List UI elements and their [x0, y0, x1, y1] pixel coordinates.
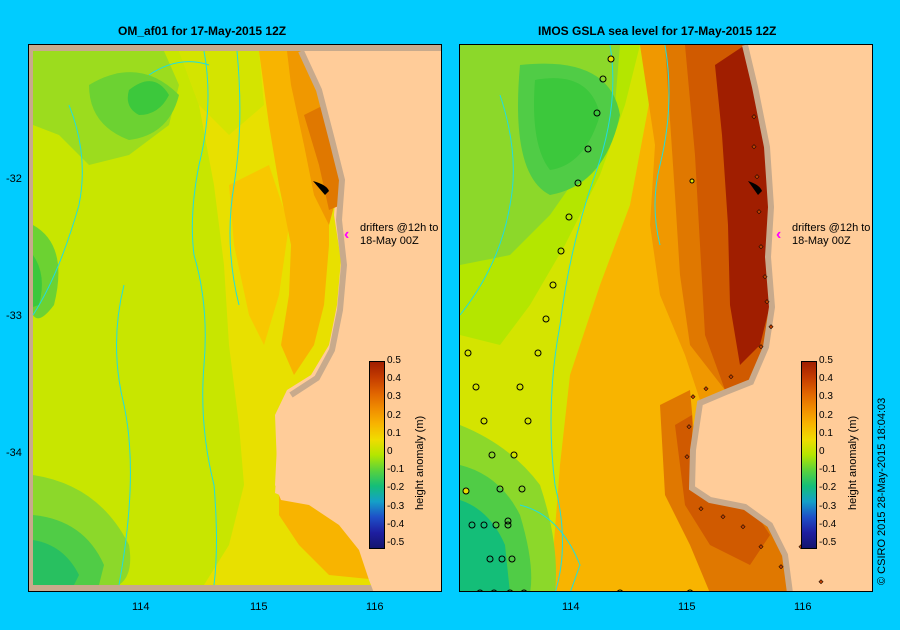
colorbar-tick-label: -0.3 — [819, 500, 837, 512]
lon-tick: 116 — [366, 601, 384, 613]
colorbar-left-title: height anomaly (m) — [414, 415, 426, 510]
colorbar-tick-label: 0.5 — [387, 355, 401, 366]
colorbar-tick-label: 0.4 — [387, 373, 401, 385]
left-panel-title: OM_af01 for 17-May-2015 12Z — [118, 24, 287, 38]
lat-tick: -34 — [6, 447, 22, 459]
colorbar-tick-label: 0.3 — [387, 391, 401, 403]
lon-tick: 114 — [562, 601, 580, 613]
colorbar-tick-label: -0.4 — [387, 518, 405, 530]
drifter-note-right: drifters @12h to 18-May 00Z — [792, 222, 870, 248]
drifter-note-left: drifters @12h to 18-May 00Z — [360, 222, 438, 248]
right-panel-title: IMOS GSLA sea level for 17-May-2015 12Z — [538, 24, 777, 38]
colorbar-tick-label: 0.5 — [819, 355, 833, 366]
colorbar-tick-label: -0.5 — [819, 537, 837, 548]
drifter-note-line2: 18-May 00Z — [792, 235, 851, 247]
right-map — [459, 44, 873, 592]
credit-text: © CSIRO 2015 28-May-2015 18:04:03 — [876, 397, 888, 585]
colorbar-tick-label: 0.3 — [819, 391, 833, 403]
lat-tick: -32 — [6, 173, 22, 185]
drifter-arrow-right: ‹ — [776, 226, 782, 243]
lon-tick: 114 — [132, 601, 150, 613]
colorbar-tick-label: 0 — [819, 446, 825, 457]
colorbar-tick-label: 0 — [387, 446, 393, 457]
colorbar-tick-label: -0.1 — [387, 464, 405, 476]
lon-tick: 116 — [794, 601, 812, 613]
colorbar-tick-label: -0.4 — [819, 518, 837, 530]
colorbar-right-title: height anomaly (m) — [847, 415, 859, 510]
colorbar-right — [801, 361, 817, 549]
drifter-arrow-left: ‹ — [344, 226, 350, 243]
colorbar-tick-label: -0.1 — [819, 464, 837, 476]
colorbar-tick-label: -0.2 — [819, 482, 837, 494]
lat-tick: -33 — [6, 310, 22, 322]
colorbar-left — [369, 361, 385, 549]
lon-tick: 115 — [678, 601, 696, 613]
colorbar-tick-label: 0.1 — [819, 427, 833, 439]
colorbar-tick-label: -0.3 — [387, 500, 405, 512]
colorbar-tick-label: -0.2 — [387, 482, 405, 494]
colorbar-tick-label: 0.1 — [387, 427, 401, 439]
colorbar-tick-label: 0.2 — [819, 409, 833, 421]
colorbar-tick-label: 0.2 — [387, 409, 401, 421]
colorbar-tick-label: -0.5 — [387, 537, 405, 548]
colorbar-tick-label: 0.4 — [819, 373, 833, 385]
drifter-note-line2: 18-May 00Z — [360, 235, 419, 247]
right-map-field — [460, 45, 872, 591]
drifter-note-line1: drifters @12h to — [792, 222, 871, 234]
drifter-note-line1: drifters @12h to — [360, 222, 439, 234]
lon-tick: 115 — [250, 601, 268, 613]
